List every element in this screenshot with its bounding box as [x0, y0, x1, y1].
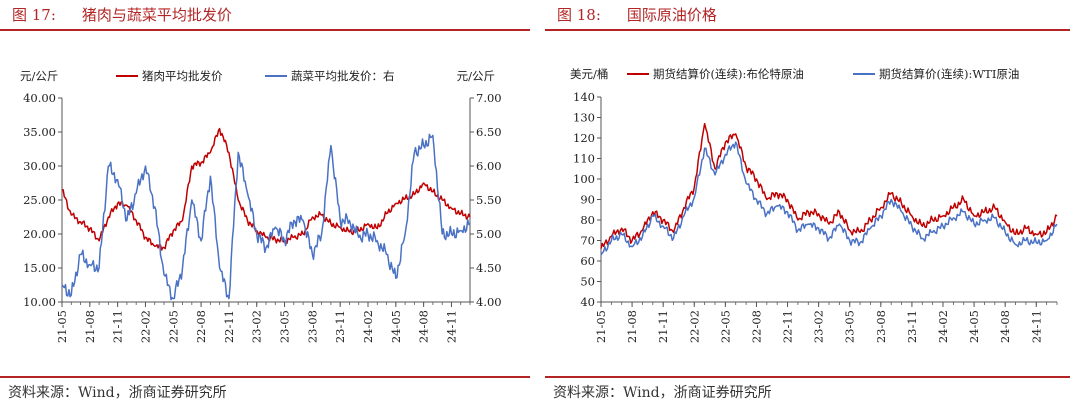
x-tick-label: 24-08: [998, 310, 1012, 343]
x-tick-label: 21-08: [625, 310, 639, 343]
figure-17-panel: 图 17: 猪肉与蔬菜平均批发价 10.00 15.00 20.00 25.00 30.0…: [0, 4, 530, 401]
y-tick-label: 130: [573, 111, 595, 125]
x-tick-label: 22-08: [194, 310, 208, 343]
series-line-1: [600, 122, 1058, 249]
x-tick-label: 24-02: [361, 310, 375, 343]
y-tick-label: 140: [573, 90, 595, 104]
x-tick-label: 22-11: [222, 310, 236, 343]
figure-17-caption: 猪肉与蔬菜平均批发价: [81, 6, 232, 24]
y-left-unit: 元/公斤: [20, 69, 58, 83]
x-tick-label: 22-05: [718, 310, 732, 343]
y-tick-label: 110: [573, 152, 595, 166]
y-right-tick-label: 6.50: [476, 125, 502, 139]
y-tick-label: 35.00: [23, 125, 56, 139]
x-tick-label: 22-05: [166, 310, 180, 343]
y-tick-label: 20.00: [23, 227, 56, 241]
y-right-tick-label: 4.00: [476, 295, 502, 309]
x-tick-label: 21-11: [656, 310, 670, 343]
x-tick-label: 22-11: [781, 310, 795, 343]
x-tick-label: 23-08: [874, 310, 888, 343]
figure-17-source: 资料来源：Wind，浙商证券研究所: [8, 385, 227, 401]
y-tick-label: 15.00: [23, 261, 56, 275]
y-tick-label: 40: [580, 295, 595, 309]
y-unit: 美元/桶: [570, 67, 608, 81]
figure-18-source: 资料来源：Wind，浙商证券研究所: [553, 385, 772, 401]
figure-17-title: 图 17: 猪肉与蔬菜平均批发价: [12, 4, 232, 25]
y-right-tick-label: 5.00: [476, 227, 502, 241]
figure-17-top-rule: [0, 29, 530, 31]
y-tick-label: 80: [580, 213, 595, 227]
figure-18-top-rule: [545, 29, 1070, 31]
x-tick-label: 21-08: [83, 310, 97, 343]
x-tick-label: 23-05: [278, 310, 292, 343]
figure-17-bottom-rule: [0, 376, 530, 378]
figure-17-number: 图 17:: [12, 6, 56, 24]
x-tick-label: 23-02: [812, 310, 826, 343]
x-tick-label: 24-11: [1029, 310, 1043, 343]
x-tick-label: 21-05: [55, 310, 69, 343]
y-tick-label: 10.00: [23, 295, 56, 309]
x-tick-label: 24-05: [967, 310, 981, 343]
series-line-2: [600, 141, 1058, 256]
x-tick-label: 21-11: [111, 310, 125, 343]
legend-label-2: 期货结算价(连续):WTI原油: [879, 67, 1019, 81]
y-right-unit: 元/公斤: [457, 69, 495, 83]
y-tick-label: 25.00: [23, 193, 56, 207]
y-right-tick-label: 5.50: [476, 193, 502, 207]
x-tick-label: 24-05: [389, 310, 403, 343]
y-tick-label: 100: [573, 172, 595, 186]
x-tick-label: 24-08: [417, 310, 431, 343]
y-tick-label: 120: [573, 131, 595, 145]
x-tick-label: 22-02: [687, 310, 701, 343]
y-tick-label: 90: [580, 193, 595, 207]
x-tick-label: 23-05: [843, 310, 857, 343]
crude-oil-price-chart: 40 50 60 70 80 90 100 110 120 130 140 21-05 21-08 21-…: [570, 67, 1058, 343]
figure-18-caption: 国际原油价格: [626, 6, 717, 24]
y-right-tick-label: 4.50: [476, 261, 502, 275]
x-tick-label: 24-02: [936, 310, 950, 343]
legend-label-1: 期货结算价(连续):布伦特原油: [653, 67, 804, 81]
figure-18-title: 图 18: 国际原油价格: [557, 4, 717, 25]
y-tick-label: 40.00: [23, 91, 56, 105]
figure-18-bottom-rule: [545, 376, 1070, 378]
legend-label-1: 猪肉平均批发价: [142, 69, 223, 83]
y-tick-label: 70: [580, 234, 595, 248]
series-line-1: [61, 127, 471, 251]
x-tick-label: 23-11: [333, 310, 347, 343]
x-tick-label: 21-05: [594, 310, 608, 343]
series-line-2: [61, 133, 471, 301]
pork-vegetable-price-chart: 10.00 15.00 20.00 25.00 30.00 35.00 40.00 4.00 4…: [20, 69, 502, 343]
x-tick-label: 22-02: [138, 310, 152, 343]
y-tick-label: 50: [580, 275, 595, 289]
x-tick-label: 22-08: [749, 310, 763, 343]
figure-18-number: 图 18:: [557, 6, 601, 24]
x-tick-label: 24-11: [444, 310, 458, 343]
x-tick-label: 23-02: [250, 310, 264, 343]
x-tick-label: 23-08: [305, 310, 319, 343]
figure-18-panel: 图 18: 国际原油价格 40 50 60 70 80 90 100 110 120 130 140 2…: [545, 0, 1080, 409]
x-tick-label: 23-11: [905, 310, 919, 343]
y-right-tick-label: 7.00: [476, 91, 502, 105]
legend-label-2: 蔬菜平均批发价：右: [291, 69, 395, 83]
y-tick-label: 30.00: [23, 159, 56, 173]
y-right-tick-label: 6.00: [476, 159, 502, 173]
y-tick-label: 60: [580, 254, 595, 268]
